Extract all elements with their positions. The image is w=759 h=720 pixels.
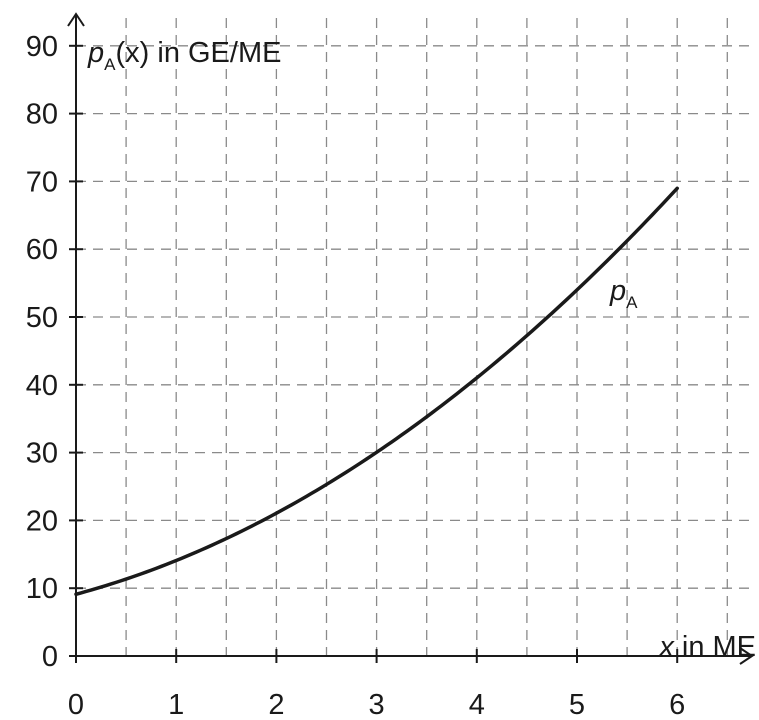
x-tick-label: 6 bbox=[669, 689, 685, 720]
y-tick-label: 30 bbox=[26, 438, 58, 470]
axes bbox=[67, 12, 754, 665]
y-axis-label-var: p bbox=[87, 37, 104, 69]
x-tick-label: 4 bbox=[469, 689, 485, 720]
series-label: pA bbox=[609, 275, 638, 312]
y-tick-label: 90 bbox=[26, 31, 58, 63]
y-tick-label: 20 bbox=[26, 505, 58, 537]
x-axis-label-unit: in ME bbox=[674, 631, 756, 663]
x-axis-label-var: x bbox=[657, 631, 675, 663]
y-tick-label: 60 bbox=[26, 234, 58, 266]
x-axis-label: x in ME bbox=[657, 631, 756, 663]
y-tick-label: 40 bbox=[26, 370, 58, 402]
x-tick-label: 1 bbox=[168, 689, 184, 720]
y-axis-label-sub: A bbox=[104, 55, 116, 74]
y-tick-label: 70 bbox=[26, 166, 58, 198]
x-tick-label: 0 bbox=[68, 689, 84, 720]
series-label-var: p bbox=[609, 275, 626, 307]
y-axis-label: pA(x) in GE/ME bbox=[87, 37, 281, 74]
x-tick-label: 2 bbox=[268, 689, 284, 720]
y-axis-arrow bbox=[67, 12, 85, 27]
x-tick-label: 3 bbox=[369, 689, 385, 720]
grid bbox=[76, 18, 750, 656]
x-tick-label: 5 bbox=[569, 689, 585, 720]
y-tick-label: 10 bbox=[26, 573, 58, 605]
series-label-sub: A bbox=[626, 293, 638, 312]
y-tick-label: 50 bbox=[26, 302, 58, 334]
series bbox=[74, 186, 679, 596]
y-axis-label-arg: (x) bbox=[115, 37, 149, 69]
y-tick-label: 80 bbox=[26, 99, 58, 131]
series-line-pA bbox=[74, 186, 679, 596]
y-axis-label-unit: in GE/ME bbox=[149, 37, 281, 69]
y-tick-label: 0 bbox=[42, 641, 58, 673]
x-axis-arrow bbox=[739, 647, 754, 665]
